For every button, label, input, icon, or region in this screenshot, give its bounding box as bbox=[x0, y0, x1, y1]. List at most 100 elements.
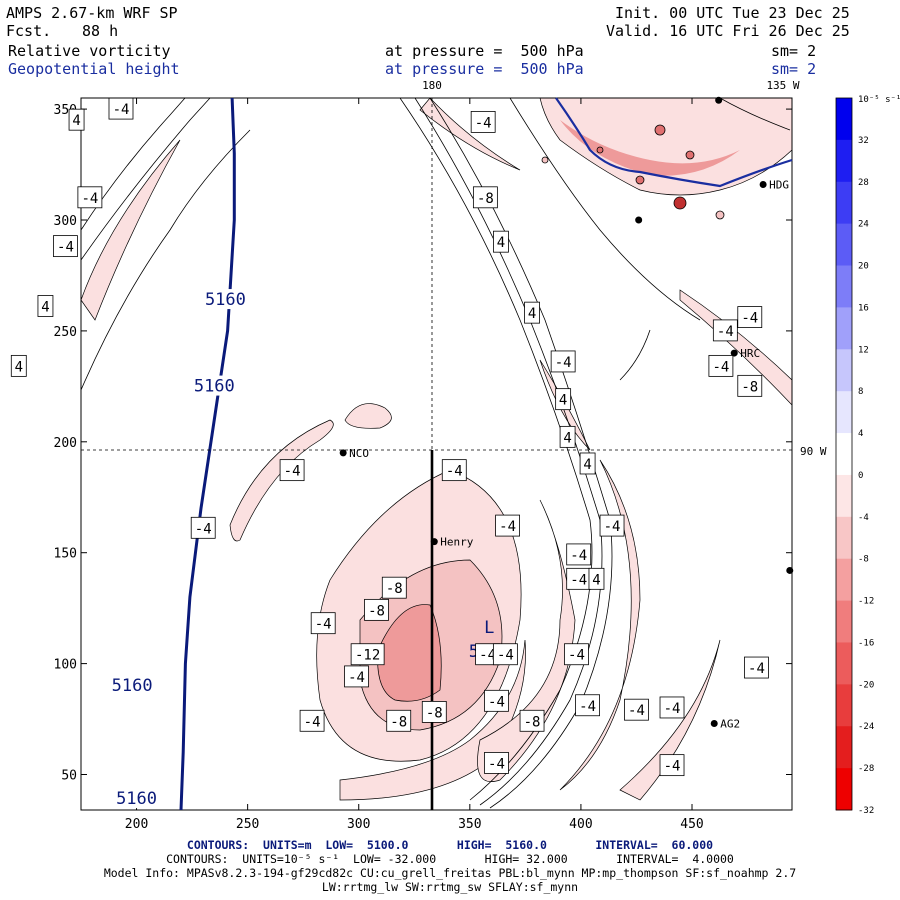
vorticity-label-box bbox=[470, 110, 496, 133]
station-marker bbox=[730, 349, 738, 357]
height-contour-label: 5160 bbox=[194, 377, 235, 397]
vorticity-contour-label: -4 bbox=[81, 191, 98, 207]
colorbar-swatch bbox=[836, 768, 852, 811]
station-marker bbox=[339, 449, 347, 457]
colorbar-tick-label: -20 bbox=[858, 680, 874, 690]
colorbar-swatch bbox=[836, 558, 852, 602]
vorticity-contour-label: -4 bbox=[479, 648, 496, 664]
vorticity-contour-label: -8 bbox=[426, 705, 443, 721]
vorticity-label-box bbox=[77, 186, 103, 209]
vorticity-label-box bbox=[599, 514, 625, 537]
vorticity-contour-label: -8 bbox=[386, 581, 403, 597]
station-marker bbox=[710, 719, 718, 727]
colorbar-swatch bbox=[836, 600, 852, 643]
vorticity-contour-label: -4 bbox=[304, 714, 321, 730]
station-marker bbox=[786, 566, 794, 574]
vorticity-label-box bbox=[566, 543, 592, 566]
vorticity-label-box bbox=[708, 354, 734, 377]
colorbar-unit: 10⁻⁵ s⁻¹ bbox=[858, 95, 900, 105]
vorticity-label-box bbox=[344, 665, 369, 688]
colorbar-swatch bbox=[836, 265, 852, 308]
vorticity-label-box bbox=[579, 452, 596, 475]
station-label: Henry bbox=[440, 536, 473, 549]
station-marker bbox=[430, 538, 438, 546]
colorbar-swatch bbox=[836, 642, 852, 685]
height-contour-label: 5160 bbox=[112, 676, 153, 696]
vorticity-contour-label: 4 bbox=[528, 306, 536, 322]
vorticity-contour-label: 4 bbox=[583, 457, 591, 473]
vorticity-contour-label: -4 bbox=[488, 694, 505, 710]
colorbar-tick-label: -16 bbox=[858, 638, 874, 648]
vorticity-contour-label: -4 bbox=[664, 759, 681, 775]
x-tick-label: 200 bbox=[125, 817, 148, 832]
vorticity-label-box bbox=[386, 709, 412, 732]
vorticity-label-box bbox=[279, 459, 305, 482]
x-tick-label: 450 bbox=[680, 817, 703, 832]
height-label-bg bbox=[112, 788, 161, 809]
colorbar-tick-label: 20 bbox=[858, 262, 869, 272]
vorticity-contour-label: 4 bbox=[559, 393, 567, 409]
vorticity-contour-label: -4 bbox=[555, 355, 572, 371]
x-tick-label: 400 bbox=[569, 817, 592, 832]
vorticity-label-box bbox=[37, 295, 54, 317]
vorticity-label-box bbox=[624, 698, 649, 721]
vorticity-label-box bbox=[519, 709, 545, 732]
vorticity-label-box bbox=[575, 694, 600, 717]
vorticity-contour-label: -4 bbox=[348, 670, 365, 686]
vorticity-contour-label: 4 bbox=[592, 572, 600, 588]
vorticity-contour-label: -8 bbox=[741, 379, 758, 395]
y-tick-label: 50 bbox=[61, 769, 77, 784]
vorticity-label-box bbox=[555, 388, 572, 411]
field1-level: at pressure = 500 hPa bbox=[385, 42, 584, 60]
colorbar-tick-label: 12 bbox=[858, 345, 869, 355]
station-label: HDG bbox=[769, 179, 789, 192]
vorticity-label-box bbox=[559, 425, 576, 448]
vorticity-label-box bbox=[737, 306, 763, 328]
colorbar-swatch bbox=[836, 391, 852, 434]
vorticity-label-box bbox=[190, 516, 216, 539]
colorbar-tick-label: 4 bbox=[858, 429, 863, 439]
colorbar-tick-label: 0 bbox=[858, 471, 863, 481]
vorticity-label-box bbox=[712, 319, 738, 342]
field1-name: Relative vorticity bbox=[8, 42, 171, 60]
lon-top-label: 180 bbox=[422, 79, 442, 92]
station-marker bbox=[715, 96, 723, 104]
colorbar-swatch bbox=[836, 433, 852, 476]
colorbar-tick-label: 16 bbox=[858, 303, 869, 313]
vorticity-label-box bbox=[299, 709, 325, 732]
vorticity-label-box bbox=[381, 576, 407, 599]
colorbar-swatch bbox=[836, 474, 852, 518]
lon-top-right-label: 135 W bbox=[766, 79, 799, 92]
station-label: HRC bbox=[740, 347, 760, 360]
vorticity-label-box bbox=[108, 97, 134, 120]
footer-model-info: Model Info: MPASv8.2.3-194-gf29cd82c CU:… bbox=[103, 866, 797, 880]
vorticity-contour-label: -4 bbox=[488, 756, 505, 772]
colorbar-swatch bbox=[836, 98, 852, 141]
footer-vorticity-contours: CONTOURS: UNITS=10⁻⁵ s⁻¹ LOW= -32.000 HI… bbox=[166, 852, 734, 866]
plot-frame bbox=[80, 97, 793, 811]
vorticity-contour-label: -4 bbox=[315, 617, 332, 633]
colorbar-swatch bbox=[836, 181, 852, 225]
vorticity-contour-label: -4 bbox=[664, 701, 681, 717]
colorbar-tick-label: -8 bbox=[858, 555, 869, 565]
vorticity-label-box bbox=[472, 186, 498, 209]
vorticity-label-box bbox=[53, 235, 78, 258]
footer-height-contours: CONTOURS: UNITS=m LOW= 5100.0 HIGH= 5160… bbox=[186, 838, 714, 852]
vorticity-contour-label: -4 bbox=[568, 648, 585, 664]
y-tick-label: 150 bbox=[54, 547, 77, 562]
vorticity-label-box bbox=[310, 612, 336, 635]
vorticity-contour-label: -8 bbox=[477, 191, 494, 207]
height-label-bg bbox=[201, 289, 250, 310]
y-tick-label: 100 bbox=[54, 658, 77, 673]
vorticity-label-box bbox=[350, 643, 385, 666]
vorticity-contour-label: 4 bbox=[497, 235, 505, 251]
vorticity-label-box bbox=[659, 696, 685, 719]
height-contour-label: 5160 bbox=[205, 290, 246, 310]
colorbar-tick-label: 32 bbox=[858, 136, 869, 146]
vorticity-contour-label: -8 bbox=[368, 603, 385, 619]
field2-level: at pressure = 500 hPa bbox=[385, 60, 584, 78]
height-label-bg bbox=[108, 675, 157, 696]
height-contour-line bbox=[179, 98, 236, 810]
vorticity-label-box bbox=[441, 459, 467, 482]
